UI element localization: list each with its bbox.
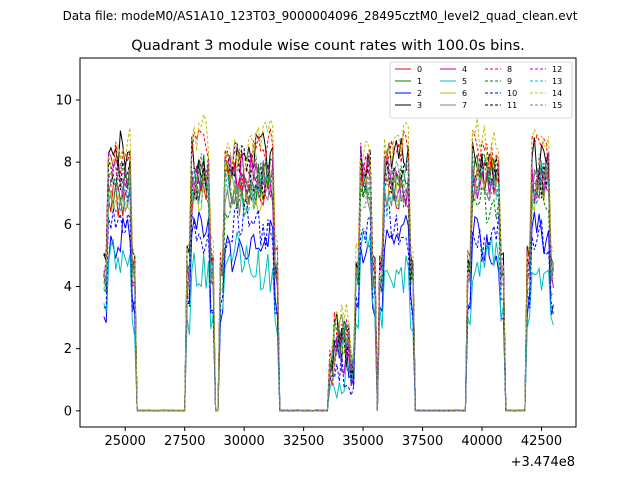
legend-label-2: 2 — [417, 89, 422, 98]
x-tick-label: 25000 — [105, 434, 146, 449]
x-tick-label: 40000 — [461, 434, 502, 449]
x-tick-label: 27500 — [164, 434, 205, 449]
legend-label-8: 8 — [507, 65, 512, 74]
legend-label-14: 14 — [552, 89, 562, 98]
x-tick-label: 30000 — [223, 434, 264, 449]
y-tick-label: 8 — [64, 156, 72, 171]
y-tick-label: 4 — [64, 280, 72, 295]
legend-label-4: 4 — [462, 65, 467, 74]
legend-label-1: 1 — [417, 77, 422, 86]
legend-label-5: 5 — [462, 77, 467, 86]
legend-label-0: 0 — [417, 65, 422, 74]
legend-box — [389, 61, 573, 119]
y-tick-label: 10 — [55, 93, 72, 108]
legend-label-10: 10 — [507, 89, 517, 98]
x-tick-label: 32500 — [283, 434, 324, 449]
series-line-14 — [103, 112, 554, 412]
legend-label-9: 9 — [507, 77, 512, 86]
series-line-13 — [103, 156, 554, 412]
series-line-4 — [103, 150, 554, 412]
x-axis: 25000 27500 30000 32500 35000 37500 40000 42500 — [105, 427, 562, 449]
legend-label-6: 6 — [462, 89, 467, 98]
x-tick-label: 37500 — [402, 434, 443, 449]
legend-label-3: 3 — [417, 101, 422, 110]
plot-frame — [79, 57, 577, 428]
series-line-9 — [103, 162, 554, 412]
x-tick-label: 42500 — [521, 434, 562, 449]
y-tick-label: 2 — [64, 342, 72, 357]
legend-label-13: 13 — [552, 77, 562, 86]
y-axis: 0 2 4 6 8 10 — [55, 93, 80, 419]
series-line-8 — [103, 128, 554, 412]
legend-label-12: 12 — [552, 65, 562, 74]
series-line-15 — [103, 153, 554, 412]
x-offset-label: +3.474e8 — [511, 455, 575, 470]
legend-label-11: 11 — [507, 101, 517, 110]
legend-label-15: 15 — [552, 101, 562, 110]
chart-suptitle: Data file: modeM0/AS1A10_123T03_90000040… — [63, 9, 578, 23]
series-line-0 — [103, 157, 554, 412]
x-tick-label: 35000 — [342, 434, 383, 449]
legend-label-7: 7 — [462, 101, 467, 110]
chart-title: Quadrant 3 module wise count rates with … — [131, 38, 525, 54]
y-tick-label: 6 — [64, 218, 72, 233]
y-tick-label: 0 — [64, 404, 72, 419]
series-layer — [103, 112, 554, 412]
